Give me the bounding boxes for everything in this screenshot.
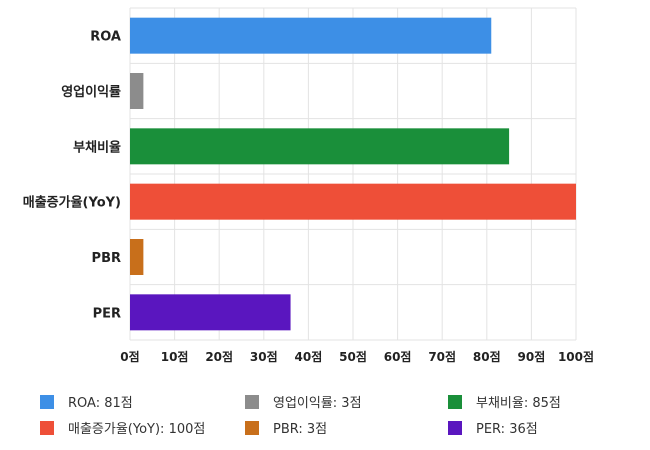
legend-entry: ROA: 81점 [68,396,133,411]
x-tick-labels: 0점 10점 20점 30점 40점 50점 60점 70점 80점 90점 100점 [120,349,594,364]
x-tick-label: 20점 [205,349,233,364]
legend-swatch [448,421,462,435]
bar [130,294,291,331]
bar [130,73,144,109]
x-tick-label: 40점 [295,349,323,364]
category-label: 매출증가율(YoY) [23,195,121,211]
x-tick-label: 30점 [250,349,278,364]
x-tick-label: 90점 [518,349,546,364]
category-label: ROA [90,30,121,45]
x-tick-label: 60점 [384,349,412,364]
bar [130,239,144,275]
legend-entry: 부채비율: 85점 [476,396,561,411]
category-label: 영업이익률 [61,84,121,100]
x-tick-label: 10점 [161,349,189,364]
category-label: 부채비율 [73,139,121,155]
legend-swatch [245,395,259,409]
x-tick-label: 50점 [339,349,367,364]
legend-swatch [245,421,259,435]
x-tick-label: 70점 [428,349,456,364]
legend-entry: 매출증가율(YoY): 100점 [68,422,205,437]
legend-entry: 영업이익률: 3점 [273,396,362,411]
legend-swatch [448,395,462,409]
bar [130,183,576,220]
category-label: PBR [92,251,121,266]
grid [129,7,577,341]
x-tick-label: 0점 [120,349,139,364]
legend-entry: PBR: 3점 [273,422,327,437]
bars [130,17,576,331]
bar [130,128,510,165]
legend-entry: PER: 36점 [476,422,538,437]
legend-swatch [40,395,54,409]
bar [130,17,492,54]
legend-swatch [40,421,54,435]
x-tick-label: 80점 [473,349,501,364]
x-tick-label: 100점 [558,349,594,364]
category-label: PER [93,306,121,321]
